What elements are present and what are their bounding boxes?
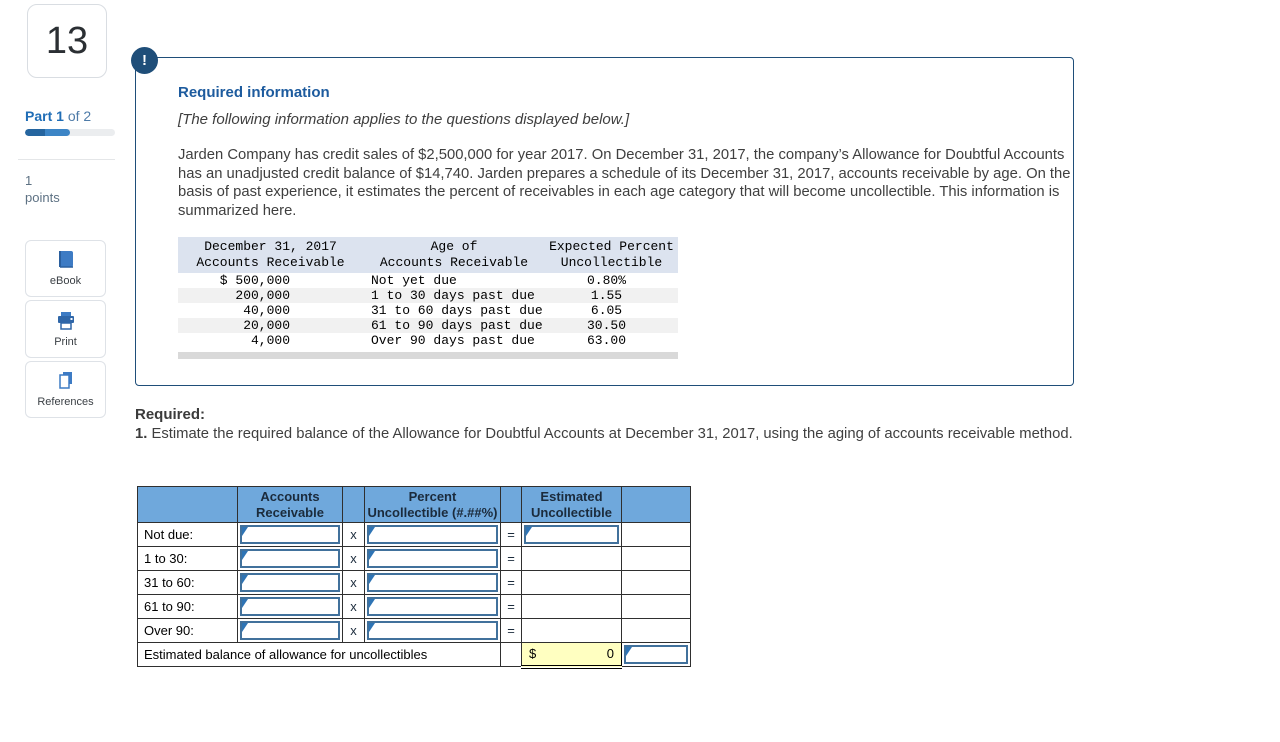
points-block: 1 points <box>25 172 60 206</box>
percent-uncollectible-input[interactable] <box>367 597 498 616</box>
row-label: 61 to 90: <box>137 594 238 619</box>
total-amount-cell: $ 0 <box>521 642 622 669</box>
required-information-title: Required information <box>178 84 330 101</box>
percent-uncollectible-input[interactable] <box>367 549 498 568</box>
header-blank <box>137 486 238 523</box>
estimated-uncollectible-input[interactable] <box>524 525 619 544</box>
required-item-text: Estimate the required balance of the All… <box>147 426 1073 442</box>
required-heading: Required: <box>135 406 206 423</box>
empty-cell <box>621 594 691 619</box>
references-label: References <box>37 396 94 408</box>
required-information-subtitle: [The following information applies to th… <box>178 111 630 128</box>
part-indicator-current: Part 1 <box>25 108 64 124</box>
answer-row-over-90: Over 90: x = <box>137 618 691 643</box>
aging-row: 40,000 31 to 60 days past due 6.05 <box>243 303 623 318</box>
equals-symbol: = <box>500 618 522 643</box>
empty-cell <box>521 546 622 571</box>
header-accounts-receivable: Accounts Receivable <box>237 486 343 523</box>
aging-table-footer-strip <box>178 352 678 359</box>
book-icon <box>55 250 77 270</box>
equals-symbol: = <box>500 546 522 571</box>
header-blank <box>342 486 365 523</box>
equals-symbol: = <box>500 522 522 547</box>
percent-uncollectible-input[interactable] <box>367 525 498 544</box>
answer-table-header-row: Accounts Receivable Percent Uncollectibl… <box>137 486 691 523</box>
answer-row-not-due: Not due: x = <box>137 522 691 547</box>
answer-row-1-to-30: 1 to 30: x = <box>137 546 691 571</box>
aging-row: 4,000 Over 90 days past due 63.00 <box>250 333 626 348</box>
aging-table-header: December 31, 2017 Accounts Receivable Ag… <box>178 237 678 273</box>
empty-cell <box>621 618 691 643</box>
empty-cell <box>621 546 691 571</box>
total-value: 0 <box>606 646 614 662</box>
header-percent-uncollectible: Percent Uncollectible (#.##%) <box>364 486 501 523</box>
pages-icon <box>55 371 77 391</box>
points-value: 1 <box>25 173 33 188</box>
exclamation-icon: ! <box>142 52 147 69</box>
required-item-number: 1. <box>135 426 148 442</box>
accounts-receivable-input[interactable] <box>240 549 340 568</box>
aging-row: 200,000 1 to 30 days past due 1.55 <box>178 288 678 303</box>
print-label: Print <box>54 335 77 348</box>
accounts-receivable-input[interactable] <box>240 621 340 640</box>
part-progress-fill <box>25 129 70 136</box>
part-progress-bar <box>25 129 115 136</box>
aging-header-age: Age of Accounts Receivable <box>379 239 529 270</box>
multiply-symbol: x <box>342 570 365 595</box>
multiply-symbol: x <box>342 546 365 571</box>
equals-symbol: = <box>500 570 522 595</box>
header-blank <box>500 486 522 523</box>
print-button[interactable]: Print <box>25 300 106 358</box>
multiply-symbol: x <box>342 522 365 547</box>
percent-uncollectible-input[interactable] <box>367 573 498 592</box>
question-number-card: 13 <box>27 4 107 78</box>
references-button[interactable]: References <box>25 361 106 418</box>
accounts-receivable-input[interactable] <box>240 597 340 616</box>
aging-row: 20,000 61 to 90 days past due 30.50 <box>178 318 678 333</box>
part-indicator-total: of 2 <box>67 108 92 124</box>
answer-table: Accounts Receivable Percent Uncollectibl… <box>137 486 691 669</box>
row-label: 1 to 30: <box>137 546 238 571</box>
printer-icon <box>55 311 77 331</box>
empty-cell <box>621 522 691 547</box>
answer-row-61-to-90: 61 to 90: x = <box>137 594 691 619</box>
aging-header-amount: December 31, 2017 Accounts Receivable <box>196 239 345 270</box>
total-check-input[interactable] <box>624 645 688 664</box>
empty-cell <box>521 594 622 619</box>
empty-cell <box>521 618 622 643</box>
row-label: 31 to 60: <box>137 570 238 595</box>
empty-cell <box>521 570 622 595</box>
accounts-receivable-input[interactable] <box>240 525 340 544</box>
accounts-receivable-input[interactable] <box>240 573 340 592</box>
points-label: points <box>25 190 60 205</box>
multiply-symbol: x <box>342 594 365 619</box>
ebook-button[interactable]: eBook <box>25 240 106 297</box>
multiply-symbol: x <box>342 618 365 643</box>
row-label: Over 90: <box>137 618 238 643</box>
aging-header-percent: Expected Percent Uncollectible <box>549 239 674 270</box>
ebook-label: eBook <box>49 275 82 287</box>
required-info-badge: ! <box>131 47 158 74</box>
total-row-label: Estimated balance of allowance for uncol… <box>137 642 501 667</box>
answer-row-31-to-60: 31 to 60: x = <box>137 570 691 595</box>
answer-table-wrap: Accounts Receivable Percent Uncollectibl… <box>137 486 691 669</box>
question-number: 13 <box>45 19 89 62</box>
header-estimated-uncollectible: Estimated Uncollectible <box>521 486 622 523</box>
problem-statement: Jarden Company has credit sales of $2,50… <box>178 147 1071 219</box>
equals-symbol: = <box>500 594 522 619</box>
empty-cell <box>621 570 691 595</box>
currency-symbol: $ <box>529 646 537 662</box>
aging-row: $ 500,000 Not yet due 0.80% <box>219 273 626 288</box>
header-blank <box>621 486 691 523</box>
percent-uncollectible-input[interactable] <box>367 621 498 640</box>
aging-schedule-table: December 31, 2017 Accounts Receivable Ag… <box>178 237 678 359</box>
row-label: Not due: <box>137 522 238 547</box>
empty-cell <box>500 642 522 667</box>
answer-total-row: Estimated balance of allowance for uncol… <box>137 642 691 669</box>
required-item-1: 1. Estimate the required balance of the … <box>135 425 1080 444</box>
sidebar-divider <box>18 159 115 160</box>
part-indicator: Part 1 of 2 <box>25 108 91 124</box>
